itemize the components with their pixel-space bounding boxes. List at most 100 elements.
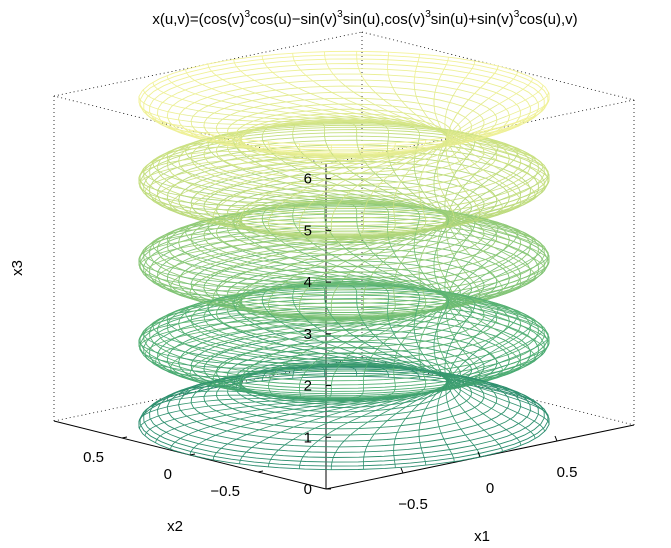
- mesh-line-u: [189, 292, 215, 305]
- mesh-line-u: [457, 293, 499, 310]
- mesh-line-u: [444, 90, 457, 136]
- mesh-line-u: [138, 177, 184, 197]
- mesh-line-u: [267, 398, 323, 400]
- mesh-line-u: [243, 291, 252, 298]
- mesh-line-u: [249, 323, 354, 353]
- mesh-line-u: [488, 221, 533, 241]
- mesh-line-u: [139, 165, 184, 186]
- mesh-line-u: [438, 290, 476, 305]
- mesh-line-u: [413, 297, 420, 329]
- mesh-line-u: [138, 241, 182, 260]
- mesh-line-u: [211, 300, 242, 305]
- mesh-line-u: [289, 164, 382, 199]
- mesh-line-u: [292, 123, 295, 135]
- mesh-line-u: [373, 305, 396, 318]
- mesh-line-u: [413, 246, 439, 292]
- mesh-line-u: [143, 333, 189, 353]
- mesh-line-u: [367, 284, 389, 296]
- mesh-line-u: [488, 384, 533, 404]
- x1-tick-label: 0: [486, 480, 494, 497]
- mesh-line-u: [496, 240, 533, 268]
- mesh-line-u: [170, 343, 214, 369]
- mesh-line-u: [152, 229, 190, 245]
- mesh-line-u: [413, 135, 420, 166]
- mesh-line-u: [233, 303, 267, 331]
- mesh-line-u: [418, 353, 427, 385]
- mesh-line-u: [477, 201, 522, 220]
- mesh-line-u: [367, 365, 389, 378]
- mesh-line-u: [233, 373, 248, 385]
- mesh-line-u: [289, 246, 382, 280]
- mesh-line-u: [291, 397, 374, 404]
- mesh-line-u: [249, 310, 274, 315]
- mesh-line-u: [189, 348, 231, 374]
- mesh-line-u: [314, 325, 397, 363]
- mesh-line-u: [322, 144, 332, 156]
- mesh-line-u: [189, 402, 292, 416]
- mesh-line-u: [317, 284, 325, 296]
- mesh-line-u: [445, 383, 461, 428]
- mesh-line-u: [498, 249, 536, 277]
- mesh-line-u: [498, 412, 536, 439]
- mesh-line-u: [342, 365, 358, 377]
- x1-axis-label: x1: [474, 528, 490, 545]
- grid-edge: [53, 31, 363, 97]
- mesh-line-u: [143, 170, 189, 191]
- mesh-line-u: [185, 381, 212, 395]
- mesh-line-u: [230, 242, 338, 268]
- mesh-line-u: [155, 176, 201, 200]
- mesh-line-u: [370, 396, 424, 440]
- mesh-line-u: [373, 386, 396, 399]
- mesh-line-u: [299, 357, 321, 388]
- mesh-line-u: [413, 54, 420, 85]
- mesh-line-u: [330, 439, 346, 470]
- mesh-line-u: [350, 358, 458, 376]
- mesh-line-u: [339, 243, 410, 284]
- mesh-line-u: [249, 161, 354, 191]
- mesh-line-u: [183, 394, 258, 399]
- mesh-line-u: [490, 194, 536, 215]
- mesh-line-u: [155, 420, 200, 443]
- mesh-line-u: [392, 123, 420, 136]
- x2-tick-mark: [189, 453, 196, 456]
- mesh-line-u: [255, 123, 293, 128]
- mesh-line-u: [189, 373, 215, 386]
- z-tick-label: 2: [304, 378, 312, 395]
- mesh-line-u: [138, 403, 182, 422]
- mesh-line-u: [189, 146, 250, 150]
- mesh-line-u: [322, 225, 332, 237]
- mesh-line-u: [416, 206, 449, 220]
- mesh-line-u: [504, 395, 549, 418]
- mesh-line-u: [139, 185, 182, 202]
- mesh-line-u: [413, 216, 420, 247]
- mesh-line-u: [339, 81, 410, 121]
- mesh-line-u: [197, 103, 304, 118]
- mesh-line-u: [392, 204, 420, 217]
- mesh-line-u: [155, 199, 191, 214]
- mesh-line-u: [243, 210, 252, 216]
- mesh-line-u: [395, 393, 433, 438]
- mesh-line-u: [139, 266, 182, 284]
- mesh-line-u: [397, 302, 427, 316]
- mesh-line-u: [370, 152, 424, 196]
- mesh-line-u: [212, 270, 250, 298]
- mesh-line-u: [233, 210, 248, 222]
- mesh-line-u: [166, 75, 211, 99]
- mesh-line-u: [504, 343, 550, 367]
- x2-axis-label: x2: [167, 518, 183, 535]
- mesh-line-u: [444, 253, 457, 299]
- mesh-line-u: [443, 213, 490, 256]
- mesh-line-u: [342, 121, 358, 133]
- title-segment: cos(u),v): [519, 11, 577, 28]
- mesh-line-u: [490, 113, 536, 134]
- mesh-line-u: [233, 129, 248, 141]
- mesh-line-u: [184, 288, 256, 292]
- mesh-line-u: [181, 398, 267, 405]
- mesh-line-u: [504, 261, 550, 285]
- mesh-line-u: [201, 215, 244, 219]
- mesh-line-u: [486, 71, 518, 101]
- mesh-line-u: [330, 358, 346, 389]
- mesh-line-u: [398, 289, 500, 321]
- mesh-line-u: [413, 84, 439, 129]
- mesh-line-u: [201, 377, 244, 382]
